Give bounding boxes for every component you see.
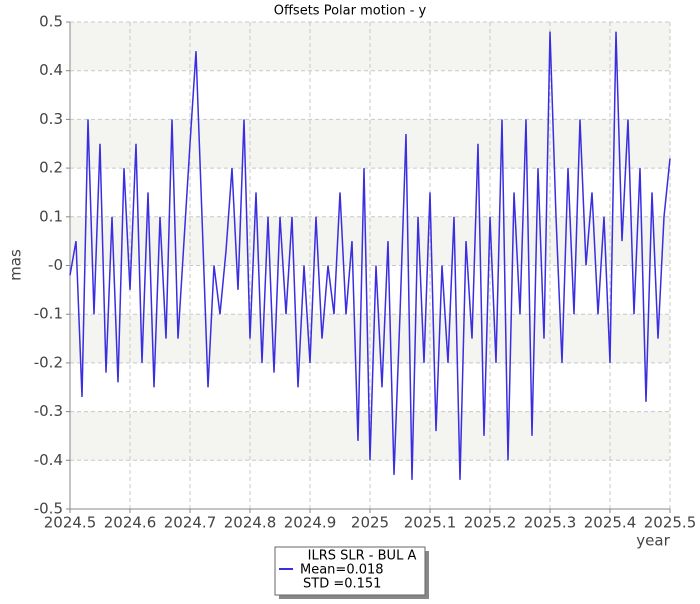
x-tick-label: 2024.8	[224, 514, 277, 532]
x-tick-label: 2025.3	[524, 514, 577, 532]
y-tick-label: 0.1	[39, 207, 63, 225]
x-tick-label: 2025.1	[404, 514, 457, 532]
y-tick-label: -0.1	[34, 305, 63, 323]
x-axis-label: year	[636, 532, 670, 550]
x-tick-label: 2024.6	[104, 514, 157, 532]
x-tick-label: 2025.2	[464, 514, 517, 532]
y-tick-label: -0.5	[34, 500, 63, 518]
x-tick-label: 2025	[351, 514, 389, 532]
chart-title: Offsets Polar motion - y	[274, 4, 427, 19]
plot-area: -0.5 -0.4 -0.3 -0.2 -0.1 -0 0.1 0.2 0.3 0.4 0.5 202…	[34, 13, 697, 532]
y-tick-label: 0.5	[39, 13, 63, 31]
legend-label: ILRS SLR - BUL A	[308, 549, 417, 564]
x-tick-label: 2025.4	[584, 514, 637, 532]
x-tick-label: 2024.9	[284, 514, 337, 532]
legend-box	[274, 546, 426, 596]
y-tick-label: 0.3	[39, 110, 63, 128]
y-tick-label: 0.4	[39, 61, 63, 79]
x-tick-label: 2025.5	[644, 514, 697, 532]
data-line	[69, 31, 671, 480]
legend-std: STD =0.151	[303, 577, 381, 592]
y-axis-label: mas	[7, 249, 25, 281]
x-tick-label: 2024.7	[164, 514, 217, 532]
legend-mean: Mean=0.018	[300, 563, 384, 578]
y-tick-label: -0.4	[34, 451, 63, 469]
y-tick-label: -0.3	[34, 402, 63, 420]
x-tick-label: 2024.5	[44, 514, 97, 532]
y-tick-label: -0	[48, 256, 63, 274]
y-tick-label: 0.2	[39, 159, 63, 177]
y-tick-label: -0.2	[34, 353, 63, 371]
